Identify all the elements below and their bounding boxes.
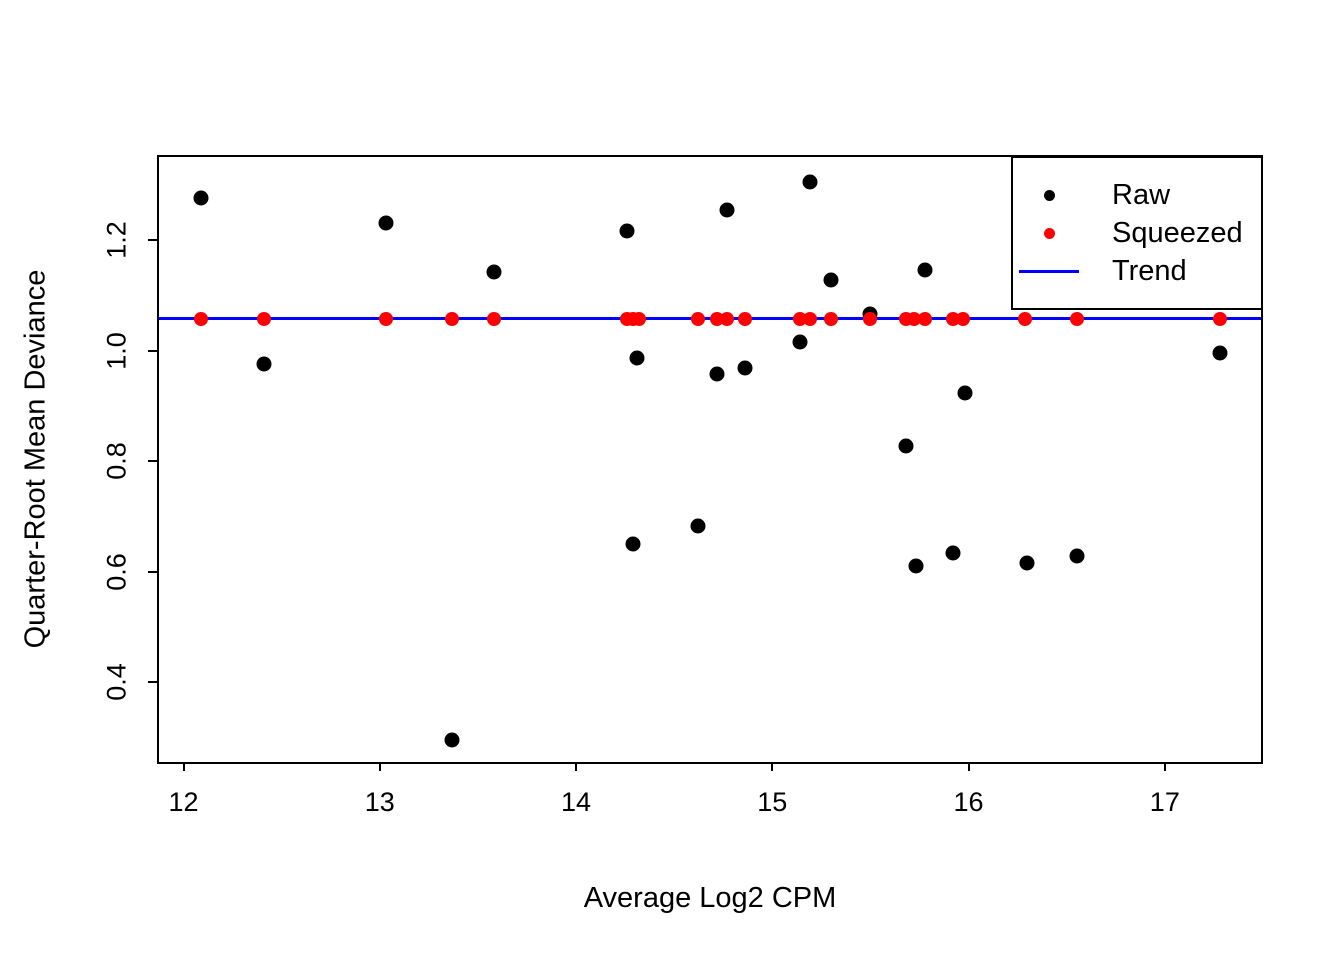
legend-label-squeezed: Squeezed — [1112, 216, 1243, 249]
x-axis-title: Average Log2 CPM — [583, 882, 837, 914]
x-tick-mark — [182, 762, 185, 771]
raw-point — [957, 385, 973, 401]
raw-point — [917, 262, 933, 278]
squeezed-point — [1018, 311, 1033, 326]
raw-point — [1069, 548, 1084, 564]
squeezed-point — [378, 311, 393, 326]
squeezed-point — [802, 311, 817, 326]
x-tick-label: 12 — [168, 787, 199, 817]
raw-point — [256, 356, 272, 372]
squeezed-dot-icon — [1043, 227, 1055, 239]
squeezed-point — [906, 311, 921, 326]
raw-point — [444, 732, 460, 748]
raw-point — [823, 272, 839, 288]
raw-point — [1212, 345, 1228, 361]
raw-point — [486, 264, 502, 280]
y-tick-label: 0.6 — [101, 553, 132, 591]
squeezed-point — [256, 311, 271, 326]
squeezed-point — [1212, 311, 1227, 326]
squeezed-point — [720, 311, 735, 326]
raw-point — [690, 518, 706, 534]
squeezed-point — [824, 311, 839, 326]
legend: Raw Squeezed Trend — [1011, 156, 1263, 310]
squeezed-point — [863, 311, 878, 326]
y-tick-label: 1.2 — [101, 221, 132, 260]
raw-point — [908, 558, 924, 574]
squeezed-point — [194, 311, 209, 326]
x-tick-label: 13 — [364, 787, 395, 817]
x-tick-label: 15 — [757, 787, 788, 817]
raw-point — [629, 350, 645, 366]
trend-line — [159, 317, 1261, 321]
squeezed-point — [445, 311, 460, 326]
raw-point — [737, 360, 753, 376]
y-tick-mark — [148, 570, 157, 573]
legend-marker-cell — [1013, 227, 1085, 239]
y-tick-mark — [148, 349, 157, 352]
raw-point — [378, 215, 394, 231]
raw-dot-icon — [1043, 189, 1055, 201]
y-tick-mark — [148, 239, 157, 242]
raw-point — [193, 190, 209, 206]
legend-marker-cell — [1013, 269, 1085, 273]
squeezed-point — [955, 311, 970, 326]
raw-point — [792, 334, 808, 350]
squeezed-point — [1069, 311, 1084, 326]
legend-label-trend: Trend — [1112, 254, 1187, 287]
y-tick-label: 0.8 — [101, 442, 132, 481]
squeezed-point — [690, 311, 705, 326]
raw-point — [945, 545, 961, 561]
x-tick-mark — [967, 762, 970, 771]
x-tick-label: 16 — [953, 787, 984, 817]
x-tick-mark — [378, 762, 381, 771]
y-tick-mark — [148, 460, 157, 463]
legend-item-squeezed: Squeezed — [1013, 214, 1261, 252]
trend-line-icon — [1019, 269, 1079, 273]
x-tick-label: 14 — [561, 787, 592, 817]
x-tick-mark — [1163, 762, 1166, 771]
squeezed-point — [486, 311, 501, 326]
y-axis-title: Quarter-Root Mean Deviance — [19, 269, 52, 649]
legend-item-raw: Raw — [1013, 176, 1261, 214]
squeezed-point — [918, 311, 933, 326]
legend-label-raw: Raw — [1112, 178, 1171, 211]
x-tick-mark — [575, 762, 578, 771]
squeezed-point — [737, 311, 752, 326]
legend-item-trend: Trend — [1013, 252, 1261, 290]
raw-point — [898, 438, 914, 454]
raw-point — [625, 536, 641, 552]
x-tick-label: 17 — [1149, 787, 1180, 817]
x-tick-mark — [771, 762, 774, 771]
raw-point — [619, 223, 635, 239]
y-tick-label: 1.0 — [101, 332, 132, 370]
raw-point — [802, 174, 818, 190]
raw-point — [1019, 555, 1035, 571]
legend-marker-cell — [1013, 189, 1085, 201]
y-tick-label: 0.4 — [101, 663, 132, 702]
raw-point — [709, 366, 725, 382]
squeezed-point — [631, 311, 646, 326]
raw-point — [719, 202, 735, 218]
y-tick-mark — [148, 681, 157, 684]
